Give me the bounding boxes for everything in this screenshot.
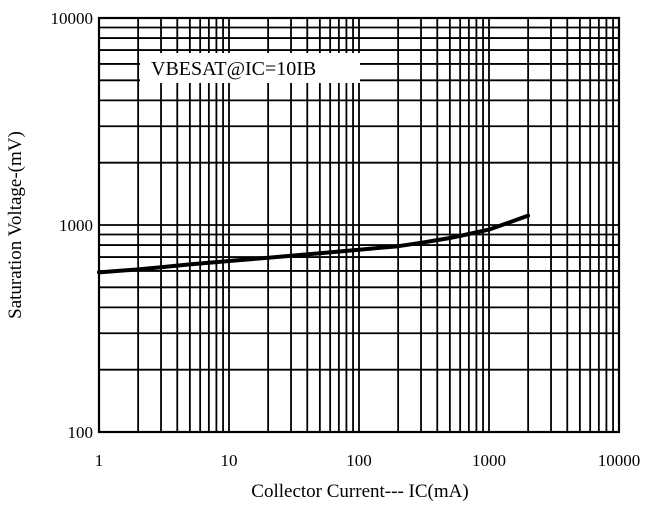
grid xyxy=(99,18,619,432)
tick-labels: 1 10 100 1000 10000 100 1000 10000 xyxy=(51,9,641,470)
x-axis-label: Collector Current--- IC(mA) xyxy=(251,481,468,502)
plot-frame xyxy=(97,16,621,434)
y-tick-label: 100 xyxy=(68,423,94,442)
y-axis-label: Saturation Voltage-(mV) xyxy=(5,131,26,319)
x-tick-label: 100 xyxy=(346,451,372,470)
annotation-label: VBESAT@IC=10IB xyxy=(151,58,316,80)
x-tick-label: 10000 xyxy=(598,451,641,470)
x-tick-label: 10 xyxy=(221,451,238,470)
x-tick-label: 1 xyxy=(95,451,104,470)
y-tick-label: 1000 xyxy=(59,216,93,235)
x-tick-label: 1000 xyxy=(472,451,506,470)
y-tick-label: 10000 xyxy=(51,9,94,28)
annotation-box xyxy=(140,53,360,83)
series-line xyxy=(97,213,531,275)
